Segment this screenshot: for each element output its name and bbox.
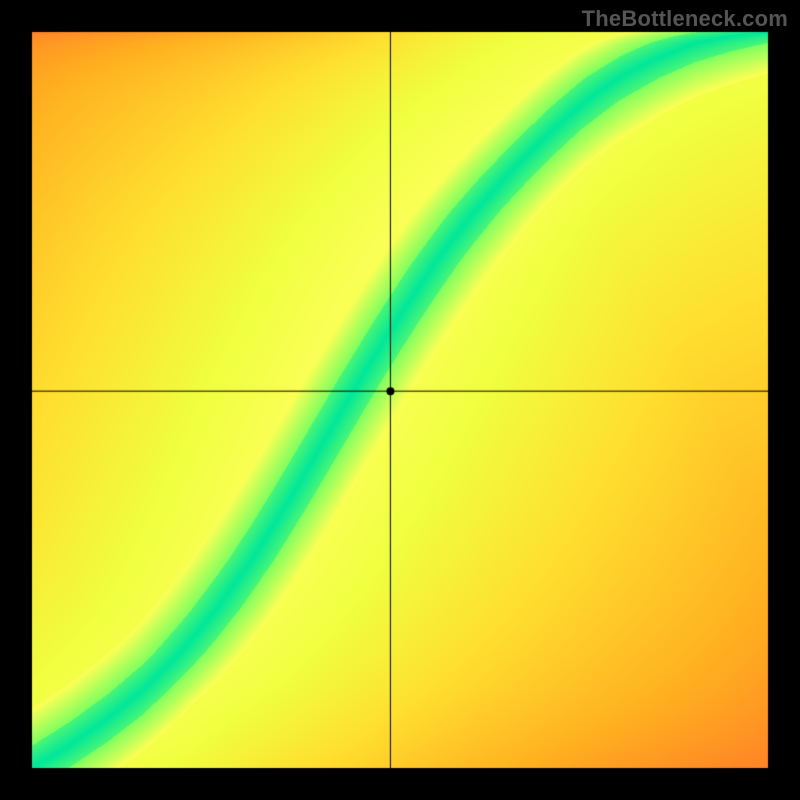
chart-container: TheBottleneck.com [0, 0, 800, 800]
watermark-text: TheBottleneck.com [582, 6, 788, 32]
heatmap-canvas [0, 0, 800, 800]
